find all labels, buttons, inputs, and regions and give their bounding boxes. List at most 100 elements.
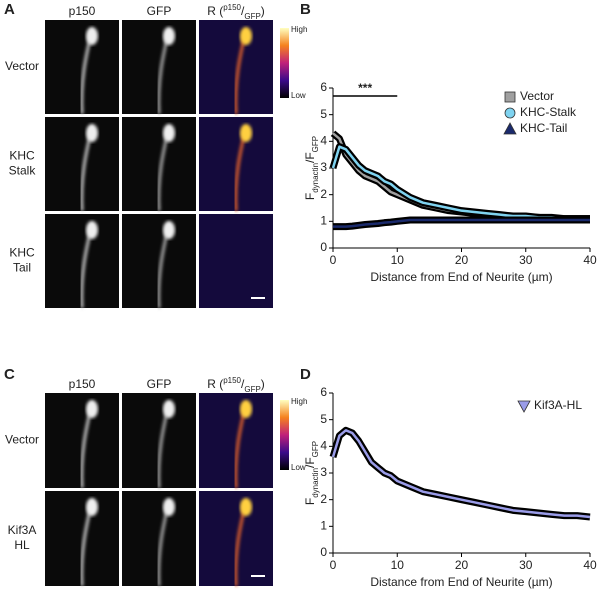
y-tick-label: 3 — [320, 465, 327, 479]
x-tick-label: 10 — [391, 253, 405, 267]
micrograph — [199, 214, 273, 308]
legend-marker — [503, 122, 517, 135]
y-tick-label: 3 — [320, 160, 327, 174]
legend-marker — [504, 107, 516, 119]
series-line — [331, 429, 591, 519]
row-label: HL — [14, 538, 30, 552]
column-label: GFP — [147, 377, 172, 391]
text-part: GFP — [147, 4, 172, 18]
legend-label: KHC-Tail — [520, 121, 567, 135]
panel-label: C — [4, 366, 15, 383]
growth-cone — [240, 498, 252, 516]
x-tick-label: 30 — [519, 253, 533, 267]
text-part: F — [303, 193, 317, 200]
column-label: R (p150/GFP) — [207, 376, 265, 394]
colorbar — [280, 400, 289, 470]
row-label: Stalk — [9, 164, 37, 178]
growth-cone — [86, 498, 98, 516]
text-part: GFP — [311, 441, 320, 457]
text-part: GFP — [244, 385, 260, 394]
text-part: F — [303, 498, 317, 505]
legend-label: Kif3A-HL — [534, 398, 582, 412]
y-tick-label: 1 — [320, 519, 327, 533]
growth-cone — [86, 221, 98, 239]
x-tick-label: 0 — [330, 253, 337, 267]
colorbar-low: Low — [291, 91, 306, 100]
growth-cone — [86, 27, 98, 45]
growth-cone — [86, 124, 98, 142]
growth-cone — [163, 27, 175, 45]
significance-label: *** — [358, 81, 372, 95]
text-part: R ( — [207, 4, 223, 18]
x-tick-label: 20 — [455, 253, 469, 267]
y-tick-label: 1 — [320, 214, 327, 228]
y-tick-label: 0 — [320, 240, 327, 254]
text-part: R ( — [207, 377, 223, 391]
text-part: ) — [261, 4, 265, 18]
x-tick-label: 40 — [583, 558, 597, 572]
y-tick-label: 5 — [320, 412, 327, 426]
error-band — [329, 143, 590, 223]
column-label: GFP — [147, 4, 172, 18]
text-part: / — [241, 377, 245, 391]
text-part: p150 — [223, 376, 241, 385]
x-axis-label: Distance from End of Neurite (µm) — [370, 270, 552, 284]
growth-cone — [240, 400, 252, 418]
growth-cone — [163, 400, 175, 418]
growth-cone — [163, 498, 175, 516]
text-part: p150 — [69, 4, 96, 18]
colorbar-high: High — [291, 397, 307, 406]
row-label: KHC — [9, 246, 35, 260]
growth-cone — [240, 124, 252, 142]
text-part: p150 — [223, 3, 241, 12]
growth-cone — [163, 124, 175, 142]
colorbar-high: High — [291, 25, 307, 34]
x-tick-label: 10 — [391, 558, 405, 572]
error-band — [329, 426, 591, 521]
x-tick-label: 30 — [519, 558, 533, 572]
panel-label: B — [300, 1, 311, 18]
legend-label: Vector — [520, 89, 554, 103]
y-tick-label: 0 — [320, 545, 327, 559]
text-part: dynactin — [311, 468, 320, 498]
series-line — [333, 218, 590, 228]
growth-cone — [240, 27, 252, 45]
text-part: dynactin — [311, 163, 320, 193]
colorbar-low: Low — [291, 463, 306, 472]
y-tick-label: 6 — [320, 80, 327, 94]
x-axis-label: Distance from End of Neurite (µm) — [370, 575, 552, 589]
y-tick-label: 5 — [320, 107, 327, 121]
text-part: /F — [303, 457, 317, 468]
x-tick-label: 40 — [583, 253, 597, 267]
column-label: p150 — [69, 377, 96, 391]
text-part: /F — [303, 152, 317, 163]
legend-marker — [517, 400, 531, 413]
x-tick-label: 0 — [330, 558, 337, 572]
legend-marker — [504, 91, 516, 103]
growth-cone — [86, 400, 98, 418]
panel-label: A — [4, 1, 15, 18]
y-axis-label: Fdynactin/FGFP — [303, 441, 319, 505]
y-tick-label: 4 — [320, 439, 327, 453]
growth-cone — [163, 221, 175, 239]
row-label: Kif3A — [8, 523, 37, 537]
text-part: GFP — [244, 12, 260, 21]
column-label: p150 — [69, 4, 96, 18]
y-tick-label: 4 — [320, 134, 327, 148]
y-axis-label: Fdynactin/FGFP — [303, 136, 319, 200]
row-label: KHC — [9, 149, 35, 163]
row-label: Vector — [5, 59, 39, 73]
row-label: Tail — [13, 261, 31, 275]
row-label: Vector — [5, 433, 39, 447]
text-part: ) — [261, 377, 265, 391]
column-label: R (p150/GFP) — [207, 3, 265, 21]
text-part: / — [241, 4, 245, 18]
text-part: GFP — [147, 377, 172, 391]
text-part: GFP — [311, 136, 320, 152]
y-tick-label: 2 — [320, 492, 327, 506]
y-tick-label: 6 — [320, 385, 327, 399]
text-part: p150 — [69, 377, 96, 391]
legend-label: KHC-Stalk — [520, 105, 577, 119]
panel-label: D — [300, 366, 311, 383]
